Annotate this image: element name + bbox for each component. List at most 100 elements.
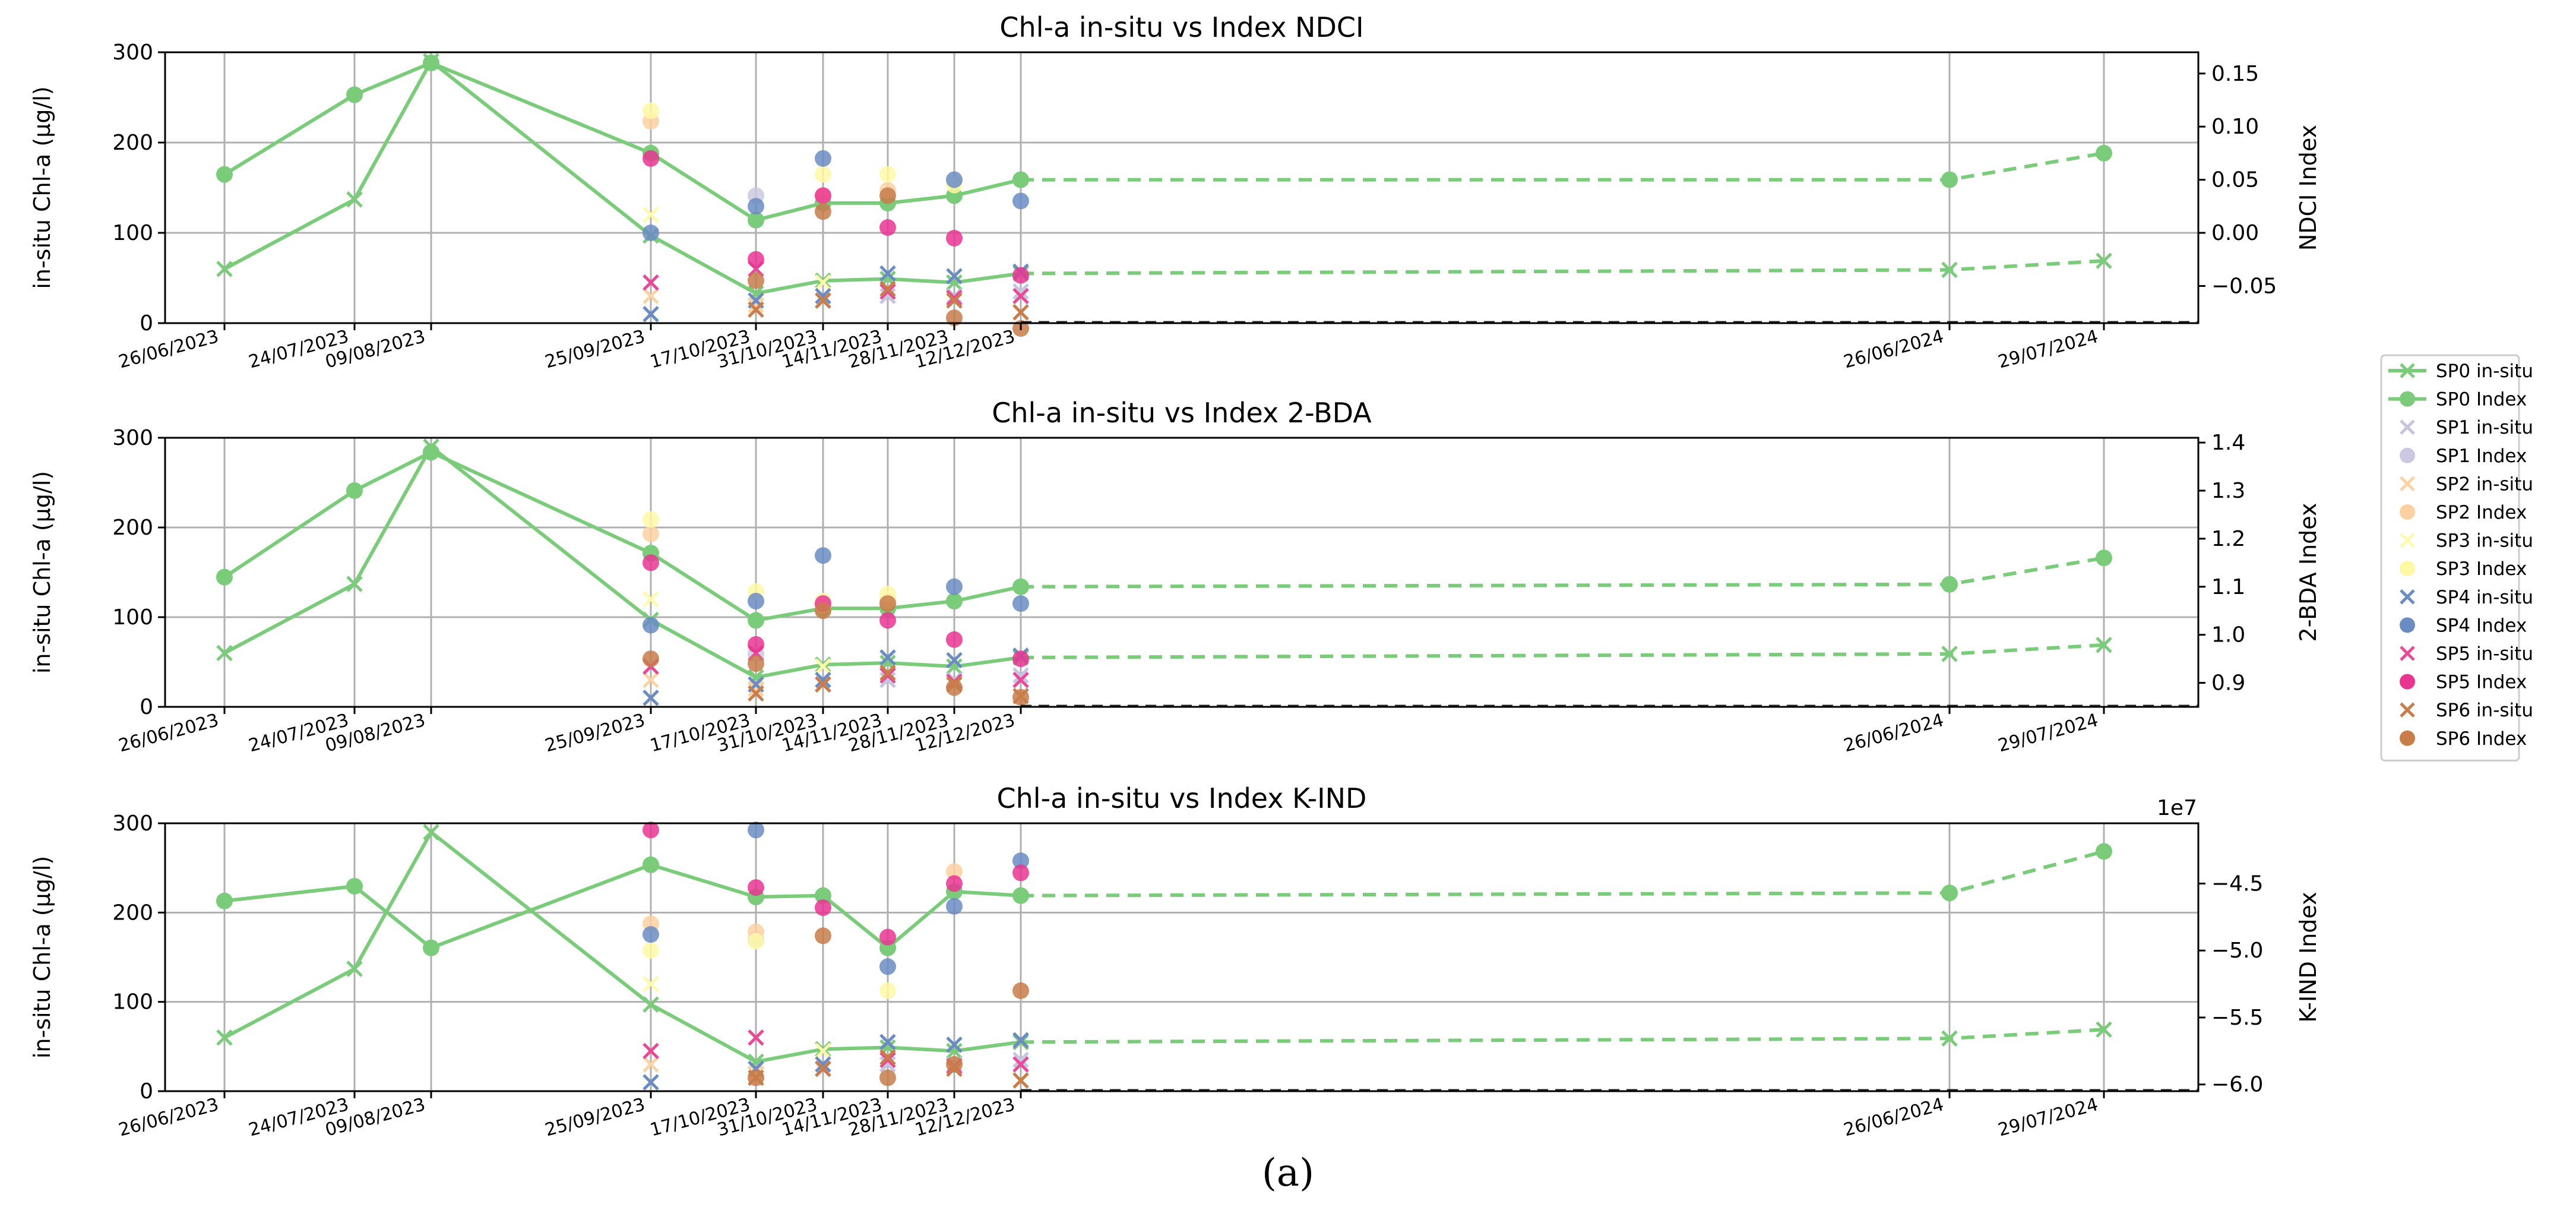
x-marker-stroke [216, 261, 233, 277]
legend-marker [2400, 730, 2415, 746]
data-point [1012, 982, 1029, 999]
legend-label: SP1 in-situ [2436, 417, 2533, 438]
series-sp3-index [643, 511, 896, 610]
x-marker-stroke [879, 283, 896, 300]
y2-tick-label: 0.05 [2211, 168, 2259, 192]
y2-axis-label: 2-BDA Index [2295, 503, 2321, 642]
series-sp4-in-situ [643, 263, 1029, 323]
data-point [2096, 549, 2112, 567]
series-sp0-in-situ [216, 824, 2112, 1070]
x-marker-stroke [946, 292, 963, 309]
data-point [748, 272, 764, 289]
y2-tick-label: 0.15 [2211, 62, 2259, 86]
legend-item-sp6-index: SP6 Index [2400, 728, 2527, 750]
x-marker-stroke [1941, 261, 1958, 279]
legend-item-sp2-index: SP2 Index [2400, 502, 2527, 523]
data-point [815, 287, 831, 305]
chart-title: Chl-a in-situ vs Index K-IND [997, 782, 1367, 814]
chart-title: Chl-a in-situ vs Index NDCI [999, 11, 1363, 43]
data-point [643, 671, 659, 688]
data-point [815, 1060, 831, 1078]
data-point [643, 591, 659, 608]
data-point [1012, 667, 1029, 684]
x-marker-stroke [643, 975, 659, 993]
legend-item-sp0-index: SP0 Index [2388, 389, 2527, 410]
series-sp5-in-situ [643, 1029, 1029, 1078]
series-sp2-index [643, 863, 963, 940]
data-point [1012, 287, 1029, 305]
x-tick-label: 29/07/2024 [1996, 326, 2100, 373]
legend: SP0 in-situ SP0 Index SP1 in-situ SP1 Index… [2380, 354, 2533, 762]
series-sp3-index [643, 933, 896, 999]
x-marker-stroke [643, 287, 659, 305]
x-marker-stroke [879, 265, 896, 282]
data-point [643, 225, 659, 241]
data-point [815, 166, 831, 183]
data-point [748, 669, 764, 685]
x-marker-stroke [423, 824, 439, 841]
x-marker-stroke [748, 669, 764, 685]
data-point [346, 191, 363, 208]
data-point [946, 309, 963, 327]
data-point [748, 593, 764, 610]
legend-marker [2400, 447, 2415, 463]
data-point [946, 875, 963, 892]
data-point [946, 171, 963, 188]
y2-tick-label: −0.05 [2211, 274, 2277, 298]
series-sp6-index [643, 595, 1029, 706]
y-tick-label: 100 [112, 605, 153, 630]
data-point [643, 102, 659, 119]
x-marker-stroke [1012, 1051, 1029, 1069]
data-point [946, 898, 963, 915]
y2-tick-label: −5.5 [2211, 1006, 2263, 1030]
data-point [1012, 1051, 1029, 1069]
series-line [223, 61, 1021, 222]
data-point [1012, 887, 1029, 904]
data-point [643, 554, 659, 571]
data-point [1012, 688, 1029, 706]
x-marker-stroke [748, 1053, 764, 1070]
legend-marker [2400, 646, 2415, 661]
data-point [946, 652, 963, 669]
x-marker-stroke [346, 576, 363, 592]
data-point [1012, 671, 1029, 688]
x-marker-stroke [748, 285, 764, 302]
data-point [216, 568, 233, 586]
data-point [879, 928, 896, 946]
legend-item-sp1-in-situ: SP1 in-situ [2400, 417, 2533, 438]
series-line-dashed [1020, 849, 2105, 898]
y-tick-label: 300 [112, 426, 153, 450]
data-point [2096, 843, 2112, 860]
series-line [224, 862, 1021, 950]
data-point [946, 1037, 963, 1053]
data-point [643, 1074, 659, 1091]
figure-caption: (a) [1262, 1151, 1314, 1195]
legend-label: SP3 in-situ [2436, 530, 2533, 552]
series-sp4-index [643, 821, 1029, 975]
legend-item-sp3-index: SP3 Index [2400, 558, 2527, 580]
data-point [748, 211, 764, 229]
x-marker-stroke [815, 292, 831, 309]
x-tick-label: 26/06/2023 [116, 1094, 221, 1141]
x-marker-stroke [2096, 1021, 2112, 1038]
x-marker-stroke [879, 664, 896, 681]
data-point [1941, 646, 1958, 662]
series-sp5-in-situ [643, 644, 1029, 693]
y2-offset-label: 1e7 [2157, 796, 2197, 820]
y-tick-label: 300 [112, 811, 153, 836]
series-sp2-index [643, 113, 896, 204]
x-marker-stroke [879, 649, 896, 666]
data-point [879, 280, 896, 298]
data-point [1941, 576, 1958, 593]
legend-marker [2400, 476, 2415, 492]
x-marker-stroke [879, 1051, 896, 1069]
data-point [946, 268, 963, 285]
data-point [2096, 144, 2112, 162]
y2-tick-label: 1.3 [2211, 479, 2245, 503]
data-point [423, 54, 439, 71]
data-point [946, 1042, 963, 1060]
data-point [946, 274, 963, 291]
data-point [643, 975, 659, 993]
y2-tick-label: 1.2 [2211, 527, 2245, 551]
x-marker-stroke [879, 671, 896, 688]
